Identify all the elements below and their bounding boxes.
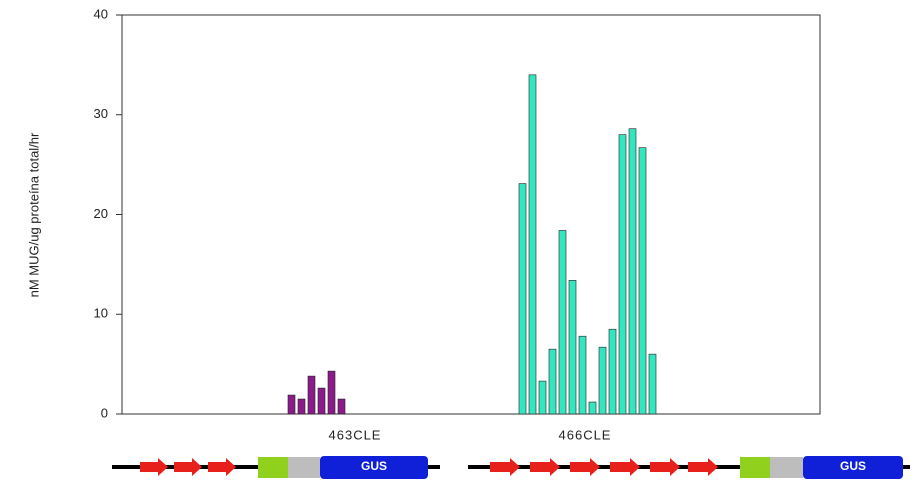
bar [297, 398, 306, 415]
bar [588, 401, 597, 415]
bar [638, 147, 647, 415]
y-tick-label: 20 [94, 206, 108, 221]
y-axis-label: nM MUG/ug proteína total/hr [26, 132, 41, 297]
plot-frame [121, 14, 821, 415]
bar [307, 375, 316, 415]
bar [648, 353, 657, 415]
y-tick-label: 40 [94, 6, 108, 21]
bar [327, 370, 336, 415]
y-tick-label: 10 [94, 306, 108, 321]
bar [608, 328, 617, 415]
bar [598, 346, 607, 415]
bar [538, 380, 547, 415]
construct-diagram: GUS [468, 456, 910, 479]
x-tick-label: 463CLE [329, 427, 382, 442]
bar [317, 387, 326, 415]
bar [568, 280, 577, 415]
construct-diagram: GUS [112, 456, 440, 479]
bar [548, 348, 557, 415]
bar [558, 230, 567, 415]
bar [628, 128, 637, 415]
bar [518, 183, 527, 415]
y-tick-label: 30 [94, 106, 108, 121]
gus-label: GUS [840, 459, 866, 473]
gus-label: GUS [361, 459, 387, 473]
bar [287, 394, 296, 415]
x-tick-label: 466CLE [559, 427, 612, 442]
bar [337, 398, 346, 415]
bar [618, 134, 627, 415]
bar [528, 74, 537, 415]
y-tick-label: 0 [101, 405, 108, 420]
bar [578, 335, 587, 415]
